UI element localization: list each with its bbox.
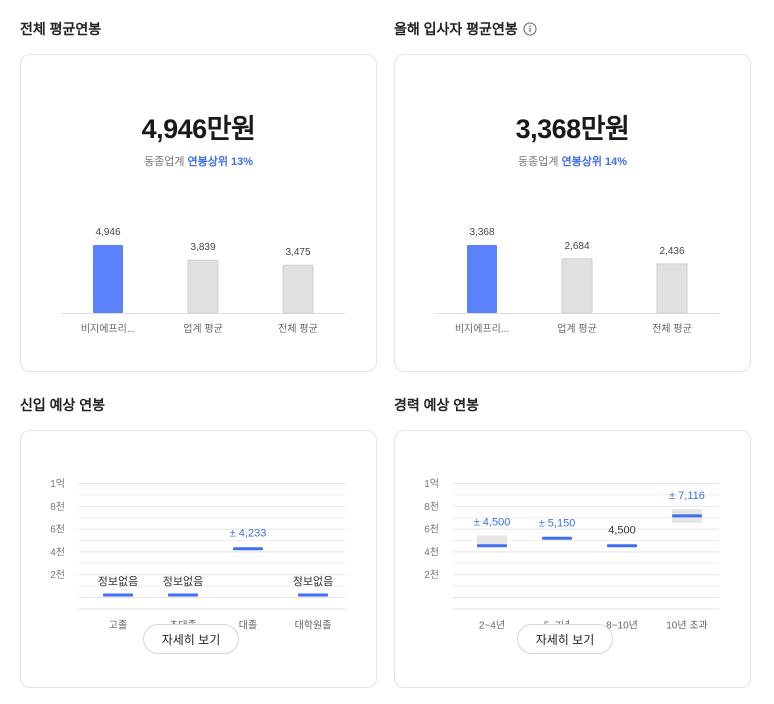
category-label-3: 8~10년 [606, 619, 638, 631]
y-tick-label-3: 6천 [424, 524, 439, 536]
career-salary-title-text: 경력 예상 연봉 [394, 397, 480, 413]
category-label-1: 2~4년 [479, 619, 505, 631]
value-label-1: 정보없음 [98, 575, 138, 588]
y-tick-label-5: 2천 [50, 569, 65, 581]
overall-salary-bar-chart: 4,946 비지에프리... 3,839 업계 평균 3,475 전체 평균 [61, 227, 345, 335]
overall-salary-card: 4,946만원 동종업계 연봉상위 13% 4,946 비지에프리... 3,839 업… [20, 54, 377, 372]
median-marker-1 [103, 593, 133, 597]
category-label-4: 대학원졸 [295, 619, 332, 631]
newhire-salary-bar-chart: 3,368 비지에프리... 2,684 업계 평균 2,436 전체 평균 [435, 227, 719, 335]
y-tick-label-4: 4천 [424, 546, 439, 558]
compare-prefix: 동종업계 [517, 156, 559, 168]
compare-prefix: 동종업계 [143, 156, 185, 168]
y-tick-label-2: 8천 [424, 501, 439, 513]
bar-2 [561, 258, 593, 314]
bar-3 [282, 264, 314, 314]
bar-category-label-1: 비지에프리... [455, 323, 509, 335]
median-marker-4 [672, 514, 702, 518]
bar-value-label-2: 3,839 [190, 242, 215, 253]
career-detail-button[interactable]: 자세히 보기 [517, 624, 613, 654]
median-marker-1 [477, 544, 507, 548]
y-tick-label-1: 1억 [424, 478, 439, 490]
category-label-1: 고졸 [109, 619, 127, 631]
newhire-salary-compare: 동종업계 연봉상위 14% [395, 153, 750, 169]
bar-value-label-1: 4,946 [95, 227, 120, 238]
value-label-3: ± 4,233 [230, 528, 267, 540]
entry-salary-card: 1억8천6천4천2천정보없음고졸정보없음초대졸± 4,233대졸정보없음대학원졸… [20, 430, 377, 688]
bar-value-label-1: 3,368 [469, 227, 494, 238]
y-tick-label-1: 1억 [50, 478, 65, 490]
entry-detail-button[interactable]: 자세히 보기 [143, 624, 239, 654]
value-label-2: ± 5,150 [539, 517, 576, 529]
median-marker-2 [168, 593, 198, 597]
bar-1 [93, 245, 123, 313]
value-label-2: 정보없음 [163, 575, 203, 588]
bar-category-label-1: 비지에프리... [81, 323, 135, 335]
bar-category-label-3: 전체 평균 [652, 323, 692, 335]
bar-value-label-2: 2,684 [564, 241, 589, 252]
median-marker-3 [233, 547, 263, 551]
y-tick-label-3: 6천 [50, 524, 65, 536]
career-salary-title: 경력 예상 연봉 [394, 396, 479, 414]
bar-3 [656, 263, 688, 314]
newhire-salary-title-text: 올해 입사자 평균연봉 [394, 21, 518, 37]
overall-salary-value: 4,946만원 [141, 114, 256, 144]
newhire-salary-card: 3,368만원 동종업계 연봉상위 14% 3,368 비지에프리... 2,684 업… [394, 54, 751, 372]
newhire-salary-value: 3,368만원 [515, 114, 630, 144]
category-label-4: 10년 초과 [666, 619, 708, 631]
bar-category-label-3: 전체 평균 [278, 323, 318, 335]
entry-salary-title: 신입 예상 연봉 [20, 396, 105, 414]
range-band-1 [477, 535, 507, 546]
bar-value-label-3: 3,475 [285, 247, 310, 258]
median-marker-4 [298, 593, 328, 597]
bar-category-label-2: 업계 평균 [183, 322, 223, 335]
overall-salary-title-text: 전체 평균연봉 [20, 21, 102, 37]
y-tick-label-2: 8천 [50, 501, 65, 513]
info-icon[interactable] [523, 22, 537, 36]
value-label-1: ± 4,500 [474, 516, 511, 528]
compare-rank: 연봉상위 14% [561, 156, 628, 168]
bar-1 [467, 245, 497, 313]
value-label-4: ± 7,116 [669, 490, 705, 502]
newhire-salary-title: 올해 입사자 평균연봉 [394, 20, 537, 38]
median-marker-3 [607, 544, 637, 548]
y-tick-label-4: 4천 [50, 546, 65, 558]
y-tick-label-5: 2천 [424, 569, 439, 581]
bar-2 [187, 259, 219, 314]
median-marker-2 [542, 536, 572, 540]
compare-rank: 연봉상위 13% [187, 156, 254, 168]
entry-salary-title-text: 신입 예상 연봉 [20, 397, 106, 413]
overall-salary-title: 전체 평균연봉 [20, 20, 101, 38]
value-label-4: 정보없음 [293, 575, 333, 588]
bar-value-label-3: 2,436 [659, 246, 684, 257]
bar-category-label-2: 업계 평균 [557, 322, 597, 335]
category-label-3: 대졸 [239, 619, 257, 631]
value-label-3: 4,500 [608, 525, 636, 537]
overall-salary-compare: 동종업계 연봉상위 13% [21, 153, 376, 169]
